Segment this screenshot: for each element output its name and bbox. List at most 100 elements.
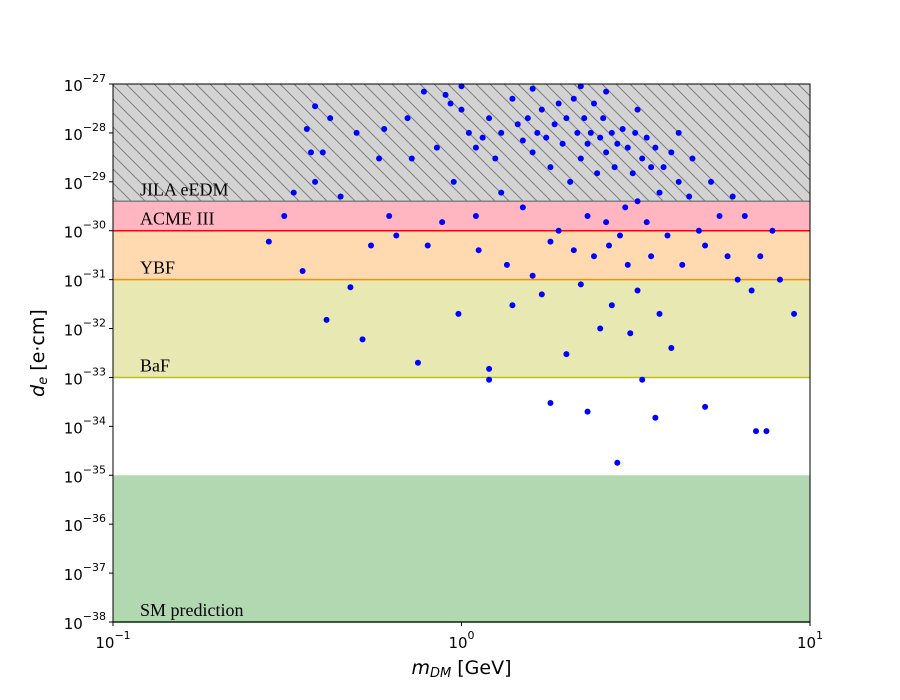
band-label: SM prediction bbox=[140, 600, 244, 620]
data-point bbox=[656, 189, 663, 196]
data-point bbox=[353, 129, 360, 136]
data-point bbox=[509, 95, 516, 102]
data-point bbox=[584, 213, 591, 220]
data-point bbox=[359, 336, 366, 343]
data-point bbox=[664, 232, 671, 239]
data-point bbox=[622, 204, 629, 211]
data-point bbox=[281, 213, 288, 220]
data-point bbox=[319, 149, 326, 156]
data-point bbox=[791, 310, 798, 317]
data-point bbox=[652, 144, 659, 151]
data-point bbox=[675, 178, 682, 185]
data-point bbox=[327, 115, 334, 122]
data-point bbox=[450, 178, 457, 185]
y-axis-label: de [e·cm] bbox=[27, 309, 51, 397]
x-axis-label: mDM [GeV] bbox=[411, 657, 511, 681]
data-point bbox=[424, 242, 431, 249]
band bbox=[113, 230, 810, 280]
data-point bbox=[574, 129, 581, 136]
data-point bbox=[347, 284, 354, 291]
y-tick-label: 10−33 bbox=[64, 365, 106, 388]
data-point bbox=[337, 193, 344, 200]
data-point bbox=[581, 115, 588, 122]
data-point bbox=[472, 213, 479, 220]
data-point bbox=[458, 106, 465, 113]
data-point bbox=[611, 164, 618, 171]
data-point bbox=[629, 170, 636, 177]
data-point bbox=[776, 276, 783, 283]
data-point bbox=[458, 83, 465, 90]
data-point bbox=[608, 302, 615, 309]
y-tick-label: 10−35 bbox=[64, 463, 106, 486]
data-point bbox=[408, 155, 415, 162]
data-point bbox=[543, 134, 550, 141]
data-point bbox=[567, 178, 574, 185]
data-point bbox=[591, 253, 598, 260]
data-point bbox=[716, 213, 723, 220]
data-point bbox=[498, 129, 505, 136]
data-point bbox=[597, 134, 604, 141]
data-point bbox=[639, 376, 646, 383]
band-label: YBF bbox=[140, 258, 175, 278]
data-point bbox=[486, 365, 493, 372]
band-hatch bbox=[113, 84, 810, 202]
data-point bbox=[514, 121, 521, 128]
data-point bbox=[393, 232, 400, 239]
data-point bbox=[686, 193, 693, 200]
x-tick-label: 10−1 bbox=[95, 629, 130, 652]
data-point bbox=[404, 115, 411, 122]
data-point bbox=[656, 310, 663, 317]
data-point bbox=[584, 140, 591, 147]
y-tick-label: 10−37 bbox=[64, 561, 106, 584]
band-label: BaF bbox=[140, 355, 170, 375]
data-point bbox=[290, 189, 297, 196]
data-point bbox=[559, 140, 566, 147]
data-point bbox=[386, 213, 393, 220]
x-tick-label: 101 bbox=[797, 629, 823, 652]
data-point bbox=[519, 204, 526, 211]
data-point bbox=[591, 100, 598, 107]
data-point bbox=[368, 242, 375, 249]
data-point bbox=[442, 91, 449, 98]
data-point bbox=[381, 126, 388, 133]
data-point bbox=[614, 459, 621, 466]
data-point bbox=[734, 276, 741, 283]
data-point bbox=[472, 144, 479, 151]
data-point bbox=[465, 129, 472, 136]
data-point bbox=[563, 115, 570, 122]
band-label: ACME III bbox=[140, 209, 215, 229]
data-point bbox=[538, 291, 545, 298]
data-point bbox=[603, 149, 610, 156]
data-point bbox=[634, 198, 641, 205]
y-tick-label: 10−38 bbox=[64, 610, 106, 633]
data-point bbox=[675, 129, 682, 136]
data-point bbox=[577, 155, 584, 162]
data-point bbox=[603, 88, 610, 95]
data-point bbox=[547, 164, 554, 171]
data-point bbox=[753, 428, 760, 435]
data-point bbox=[708, 178, 715, 185]
band bbox=[113, 201, 810, 231]
data-point bbox=[547, 238, 554, 245]
data-point bbox=[639, 155, 646, 162]
axes: 10−38 10−37 10−36 10−35 10−34 10−33 10−32 10−31… bbox=[27, 72, 824, 681]
data-point bbox=[529, 149, 536, 156]
data-point bbox=[643, 219, 650, 226]
data-point bbox=[617, 232, 624, 239]
data-point bbox=[587, 129, 594, 136]
data-point bbox=[652, 414, 659, 421]
data-point bbox=[570, 95, 577, 102]
data-point bbox=[748, 287, 755, 294]
data-point bbox=[689, 155, 696, 162]
data-point bbox=[529, 85, 536, 92]
y-tick-label: 10−27 bbox=[64, 72, 106, 95]
data-point bbox=[538, 106, 545, 113]
data-point bbox=[475, 247, 482, 254]
data-point bbox=[608, 129, 615, 136]
data-point bbox=[303, 126, 310, 133]
data-point bbox=[551, 121, 558, 128]
data-point bbox=[624, 261, 631, 268]
data-point bbox=[312, 103, 319, 110]
band bbox=[113, 279, 810, 378]
data-point bbox=[376, 155, 383, 162]
